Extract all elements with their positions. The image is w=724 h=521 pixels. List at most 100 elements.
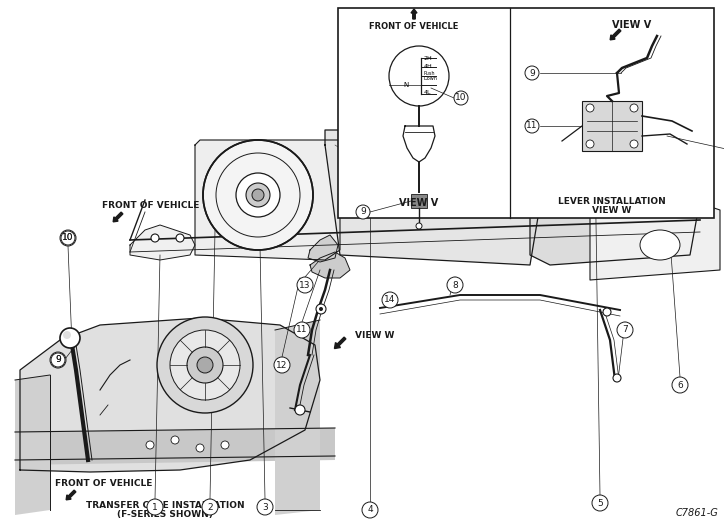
Circle shape (146, 441, 154, 449)
Text: FRONT OF VEHICLE: FRONT OF VEHICLE (369, 22, 459, 31)
Text: 14: 14 (384, 295, 396, 304)
Circle shape (382, 292, 398, 308)
Circle shape (60, 328, 80, 348)
Text: 4: 4 (367, 505, 373, 515)
Circle shape (171, 436, 179, 444)
Polygon shape (15, 375, 50, 515)
Circle shape (252, 189, 264, 201)
Circle shape (196, 444, 204, 452)
Text: VIEW V: VIEW V (613, 20, 652, 30)
Circle shape (525, 119, 539, 133)
Text: 3: 3 (262, 502, 268, 512)
Circle shape (50, 352, 66, 368)
Polygon shape (20, 318, 320, 472)
Text: 9: 9 (55, 355, 61, 365)
Text: 10: 10 (62, 233, 74, 242)
Text: 8: 8 (452, 280, 458, 290)
Text: Push
Down: Push Down (424, 71, 438, 81)
FancyArrow shape (66, 490, 76, 500)
Text: 1: 1 (152, 502, 158, 512)
Text: 6: 6 (677, 380, 683, 390)
Bar (582, 101, 642, 151)
Text: 7: 7 (622, 326, 628, 334)
Circle shape (416, 223, 422, 229)
Text: LEVER INSTALLATION: LEVER INSTALLATION (558, 197, 666, 206)
FancyArrow shape (610, 29, 621, 40)
Polygon shape (530, 130, 700, 265)
Polygon shape (195, 140, 340, 260)
Text: 11: 11 (526, 121, 538, 130)
Circle shape (297, 277, 313, 293)
Text: 9: 9 (360, 207, 366, 217)
Circle shape (147, 499, 163, 515)
Circle shape (61, 231, 75, 245)
Text: VIEW V: VIEW V (400, 198, 439, 208)
Text: 10: 10 (455, 93, 467, 103)
Circle shape (592, 495, 608, 511)
Circle shape (447, 277, 463, 293)
Polygon shape (15, 428, 335, 465)
Circle shape (672, 377, 688, 393)
Circle shape (197, 357, 213, 373)
Circle shape (603, 308, 611, 316)
Circle shape (202, 499, 218, 515)
Circle shape (525, 66, 539, 80)
Circle shape (157, 317, 253, 413)
Text: 2H: 2H (424, 56, 433, 60)
Text: 12: 12 (277, 361, 287, 369)
Circle shape (294, 322, 310, 338)
Polygon shape (130, 225, 195, 260)
Circle shape (586, 140, 594, 148)
Circle shape (356, 205, 370, 219)
Polygon shape (310, 252, 350, 278)
Circle shape (389, 46, 449, 106)
FancyArrow shape (411, 9, 417, 19)
Text: 2: 2 (207, 502, 213, 512)
Ellipse shape (640, 230, 680, 260)
Circle shape (63, 331, 71, 339)
Text: FRONT OF VEHICLE: FRONT OF VEHICLE (102, 201, 199, 209)
Circle shape (257, 499, 273, 515)
Circle shape (295, 405, 305, 415)
Text: N: N (403, 82, 408, 88)
Text: TRANSFER CASE INSTALLATION: TRANSFER CASE INSTALLATION (85, 502, 244, 511)
Text: C7861-G: C7861-G (675, 508, 718, 518)
Circle shape (236, 173, 280, 217)
FancyArrow shape (113, 212, 123, 222)
Circle shape (60, 230, 76, 246)
Circle shape (630, 104, 638, 112)
Bar (338, 8, 714, 218)
Circle shape (454, 91, 468, 105)
Circle shape (170, 330, 240, 400)
Circle shape (187, 347, 223, 383)
Circle shape (274, 357, 290, 373)
Circle shape (176, 234, 184, 242)
Text: 9: 9 (55, 355, 61, 365)
Circle shape (151, 234, 159, 242)
Circle shape (51, 353, 65, 367)
Text: 10: 10 (62, 233, 74, 242)
Polygon shape (275, 320, 320, 515)
Text: 11: 11 (296, 326, 308, 334)
Polygon shape (403, 126, 435, 162)
Bar (411, 194, 427, 208)
Circle shape (203, 140, 313, 250)
Circle shape (246, 183, 270, 207)
Text: 9: 9 (529, 68, 535, 78)
FancyArrow shape (334, 337, 346, 349)
Text: 4H: 4H (424, 65, 433, 69)
Text: 5: 5 (597, 499, 603, 507)
Text: VIEW W: VIEW W (592, 206, 631, 215)
Circle shape (362, 502, 378, 518)
Text: (F-SERIES SHOWN): (F-SERIES SHOWN) (117, 510, 213, 518)
Circle shape (316, 304, 326, 314)
Text: FRONT OF VEHICLE: FRONT OF VEHICLE (55, 478, 152, 488)
Polygon shape (325, 130, 550, 265)
Circle shape (617, 322, 633, 338)
Text: 4L: 4L (424, 91, 432, 95)
Circle shape (221, 441, 229, 449)
Polygon shape (590, 200, 720, 280)
Circle shape (630, 140, 638, 148)
Polygon shape (308, 235, 338, 262)
Circle shape (319, 307, 323, 311)
